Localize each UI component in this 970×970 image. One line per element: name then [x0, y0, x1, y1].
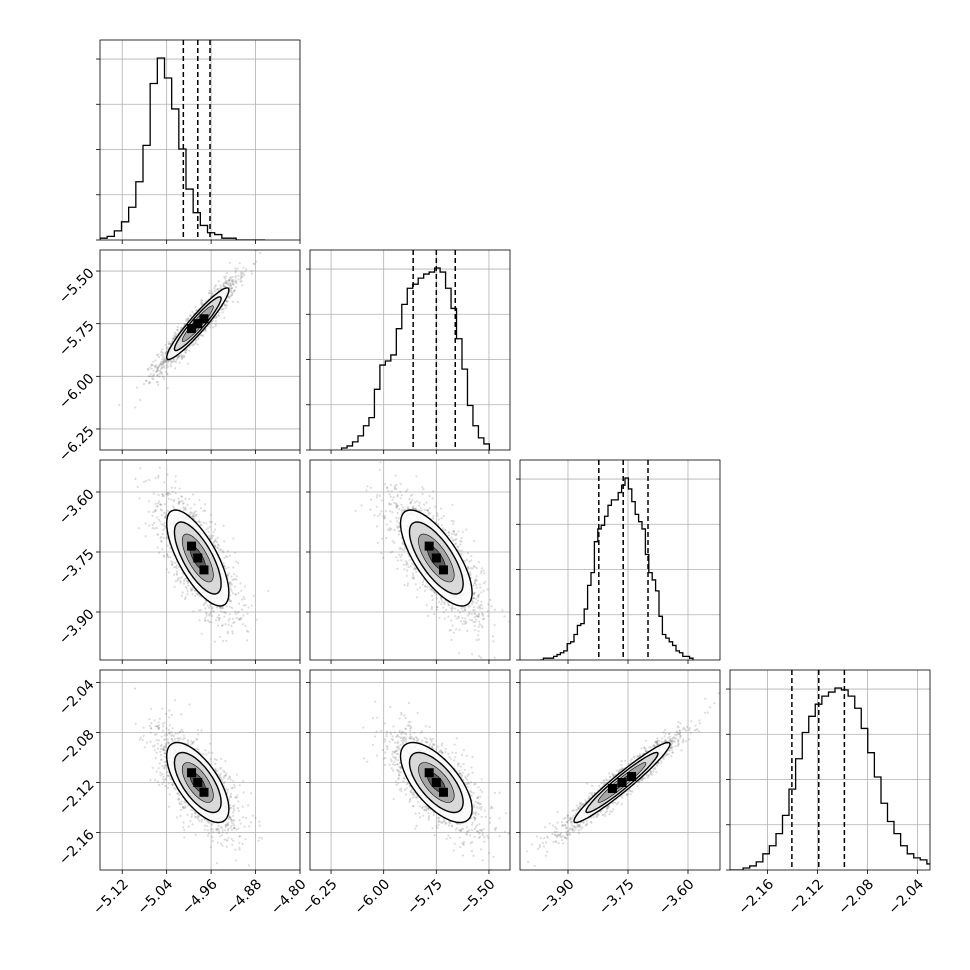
histogram-step: [340, 267, 491, 450]
x-tick-label: −2.04: [885, 876, 927, 918]
density-peak: [424, 768, 434, 778]
x-tick-label: −3.60: [656, 876, 698, 918]
panel-frame: [99, 249, 301, 451]
y-tick-label: −6.00: [56, 371, 98, 413]
x-tick-label: −5.12: [90, 876, 132, 918]
density-peak: [431, 553, 441, 563]
x-tick-label: −5.75: [404, 876, 446, 918]
density-peak: [627, 772, 637, 781]
panel-frame: [309, 669, 511, 871]
density-peak: [187, 324, 197, 334]
histogram-panel: [96, 39, 301, 244]
x-tick-label: −3.75: [596, 876, 638, 918]
density-peak: [187, 768, 197, 778]
panel-frame: [99, 39, 301, 241]
density-peak: [193, 319, 203, 329]
panel-frame: [309, 249, 511, 451]
panel-frame: [99, 669, 301, 871]
x-tick-label: −2.08: [835, 876, 877, 918]
scatter-panel: [516, 669, 721, 874]
panel-frame: [99, 459, 301, 661]
x-tick-label: −2.16: [735, 876, 777, 918]
y-tick-label: −3.90: [56, 606, 98, 648]
density-peak: [431, 778, 441, 787]
y-tick-label: −3.60: [56, 486, 98, 528]
panel-frame: [519, 459, 721, 661]
y-tick-label: −2.08: [56, 727, 98, 769]
scatter-panel: [306, 669, 511, 874]
density-peak: [199, 565, 209, 575]
x-tick-label: −3.90: [536, 876, 578, 918]
scatter-panel: [96, 459, 301, 664]
y-tick-label: −5.50: [56, 265, 98, 307]
y-tick-label: −2.12: [56, 777, 98, 819]
density-peak: [187, 541, 197, 551]
x-tick-label: −5.50: [457, 876, 499, 918]
x-tick-label: −6.00: [352, 876, 394, 918]
scatter-panel: [96, 669, 301, 874]
panel-frame: [519, 669, 721, 871]
panel-frame: [729, 669, 931, 871]
density-peak: [424, 541, 434, 551]
x-tick-label: −4.88: [224, 876, 266, 918]
histogram-panel: [306, 249, 511, 454]
scatter-panel: [96, 249, 301, 454]
y-tick-label: −6.25: [56, 423, 98, 465]
x-tick-label: −6.25: [299, 876, 341, 918]
scatter-panel: [306, 459, 511, 664]
y-tick-label: −5.75: [56, 318, 98, 360]
x-tick-label: −2.12: [785, 876, 827, 918]
density-peak: [199, 787, 209, 797]
y-tick-label: −2.04: [56, 677, 98, 719]
x-tick-label: −5.04: [135, 876, 177, 918]
density-peak: [193, 778, 203, 787]
histogram-step: [540, 477, 694, 660]
histogram-panel: [516, 459, 721, 664]
histogram-step: [100, 57, 265, 240]
x-tick-label: −4.96: [179, 876, 221, 918]
panel-frame: [309, 459, 511, 661]
density-peak: [199, 314, 209, 324]
density-peak: [193, 553, 203, 563]
y-tick-label: −2.16: [56, 827, 98, 869]
density-peak: [438, 787, 448, 797]
histogram-panel: [726, 669, 931, 874]
density-peak: [438, 565, 448, 575]
histogram-step: [730, 687, 930, 870]
y-tick-label: −3.75: [56, 546, 98, 588]
density-peak: [607, 784, 617, 793]
density-peak: [617, 778, 627, 787]
